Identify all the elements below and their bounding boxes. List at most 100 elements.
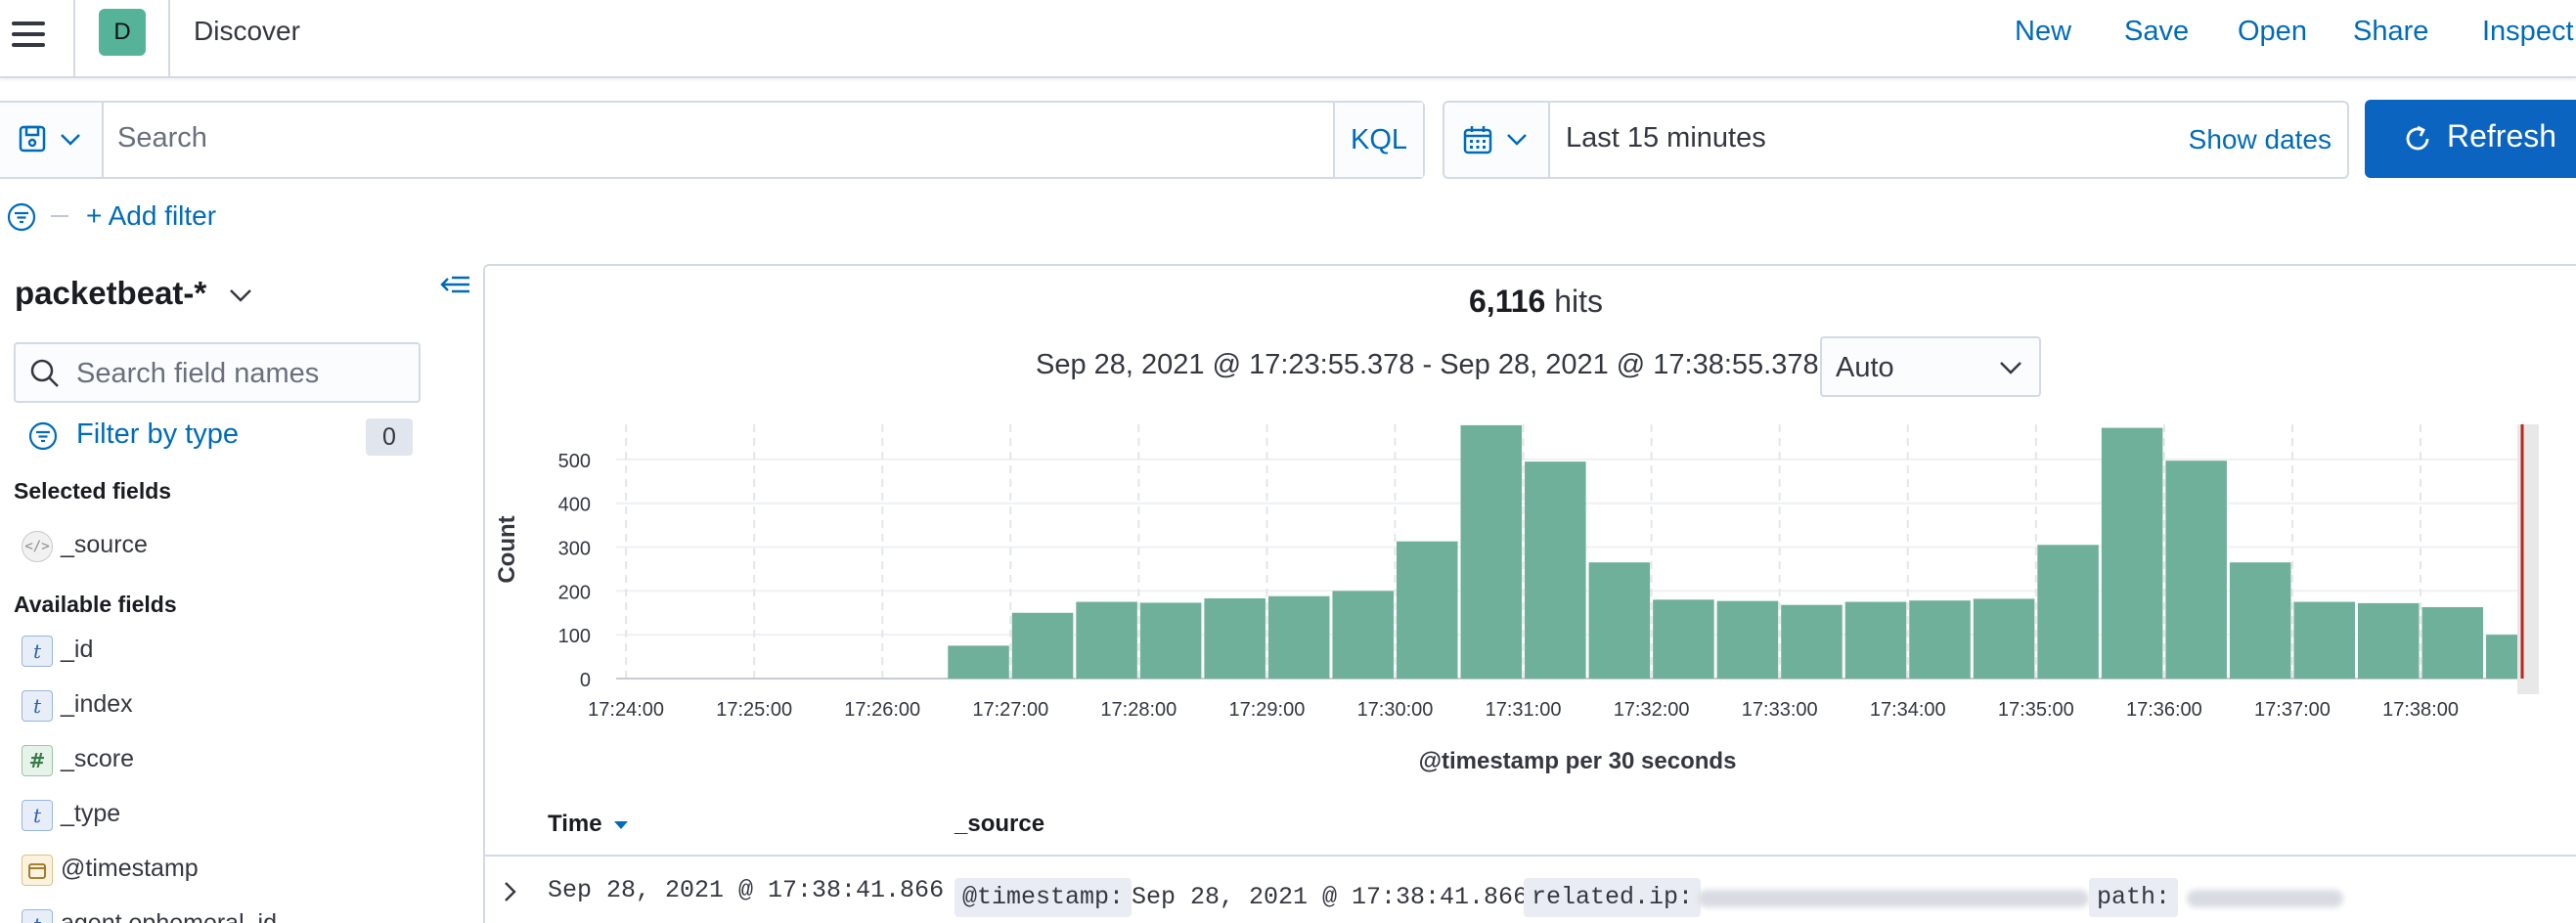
string-field-icon: t [22, 690, 53, 722]
open-button[interactable]: Open [2238, 16, 2307, 47]
filter-divider [51, 215, 68, 217]
string-field-icon: t [22, 909, 53, 923]
field-name: _type [61, 800, 121, 827]
field-name: _index [61, 690, 133, 718]
space-avatar[interactable]: D [99, 9, 146, 56]
chevron-right-icon[interactable] [501, 878, 520, 905]
search-input[interactable]: Search [117, 122, 207, 154]
menu-icon[interactable] [12, 20, 47, 49]
histogram-bar[interactable] [2101, 427, 2163, 679]
chevron-down-icon [2000, 362, 2021, 374]
new-button[interactable]: New [2015, 16, 2072, 47]
index-pattern-selector[interactable]: packetbeat-* [15, 275, 254, 312]
calendar-icon [1463, 126, 1492, 154]
filter-count-badge: 0 [366, 418, 413, 456]
x-tick-label: 17:27:00 [972, 699, 1048, 721]
histogram-bar[interactable] [1460, 424, 1523, 679]
x-tick-label: 17:28:00 [1100, 699, 1177, 721]
redacted-value [2187, 890, 2343, 907]
y-tick-label: 100 [558, 626, 591, 647]
histogram-bar[interactable] [2357, 602, 2420, 679]
x-tick-label: 17:35:00 [1998, 699, 2074, 721]
field-name: agent.ephemeral_id [61, 909, 277, 923]
histogram-bar[interactable] [1139, 602, 1202, 679]
x-tick-label: 17:32:00 [1614, 699, 1690, 721]
filter-menu-icon[interactable] [6, 201, 37, 233]
string-field-icon: t [22, 800, 53, 831]
y-tick-label: 400 [558, 495, 591, 516]
histogram-bar[interactable] [1844, 601, 1907, 679]
saved-query-button[interactable] [0, 103, 104, 177]
y-tick-label: 500 [558, 451, 591, 472]
chart-bars [948, 424, 2538, 679]
refresh-button[interactable]: Refresh [2365, 100, 2576, 178]
x-tick-label: 17:25:00 [716, 699, 792, 721]
x-tick-label: 17:36:00 [2126, 699, 2202, 721]
row-time-cell: Sep 28, 2021 @ 17:38:41.866 [548, 876, 945, 904]
time-range-value[interactable]: Last 15 minutes [1566, 122, 1766, 154]
interval-select[interactable]: Auto [1820, 336, 2041, 397]
histogram-bar[interactable] [1973, 598, 2035, 679]
y-tick-label: 300 [558, 539, 591, 560]
histogram-bar[interactable] [1909, 600, 1971, 679]
histogram-bar[interactable] [1396, 541, 1458, 679]
column-header-source: _source [955, 811, 1045, 837]
chevron-down-icon [230, 289, 252, 303]
histogram-bar[interactable] [1525, 462, 1586, 679]
quick-select-button[interactable] [1444, 103, 1550, 177]
add-filter-button[interactable]: + Add filter [86, 200, 217, 231]
histogram-bar[interactable] [1076, 601, 1137, 679]
sort-down-icon[interactable] [612, 819, 630, 831]
histogram-bar[interactable] [2229, 562, 2291, 679]
histogram-bar[interactable] [2293, 601, 2355, 679]
x-tick-label: 17:29:00 [1229, 699, 1306, 721]
histogram-bar[interactable] [1267, 595, 1330, 679]
save-button[interactable]: Save [2124, 16, 2190, 47]
query-language-button[interactable]: KQL [1333, 103, 1423, 177]
histogram-bar[interactable] [1781, 604, 1843, 679]
field-search-placeholder: Search field names [76, 358, 320, 389]
table-header-divider [485, 855, 2576, 857]
share-button[interactable]: Share [2353, 16, 2429, 47]
date-range-label: Sep 28, 2021 @ 17:23:55.378 - Sep 28, 20… [1036, 349, 1819, 380]
number-field-icon: # [22, 745, 53, 776]
x-axis-label: @timestamp per 30 seconds [1419, 748, 1737, 774]
source-key: path: [2089, 878, 2179, 917]
x-tick-label: 17:34:00 [1870, 699, 1946, 721]
x-tick-label: 17:37:00 [2254, 699, 2331, 721]
histogram-bar[interactable] [1332, 591, 1394, 679]
page-title: Discover [194, 16, 300, 46]
histogram-bar[interactable] [1588, 562, 1651, 679]
search-icon [30, 359, 59, 387]
selected-fields-heading: Selected fields [14, 478, 172, 504]
field-name: _id [61, 636, 94, 663]
source-value: Sep 28, 2021 @ 17:38:41.866 [1132, 883, 1529, 911]
histogram-bar[interactable] [2421, 606, 2484, 679]
y-axis-label: Count [494, 515, 520, 583]
x-tick-label: 17:38:00 [2382, 699, 2459, 721]
show-dates-button[interactable]: Show dates [2188, 124, 2332, 154]
collapse-sidebar-icon[interactable] [438, 270, 471, 299]
field-search-input[interactable]: Search field names [14, 342, 421, 403]
chevron-down-icon [1507, 134, 1527, 146]
histogram-bar[interactable] [1204, 597, 1266, 679]
save-icon [19, 125, 46, 153]
histogram-bar[interactable] [1716, 600, 1779, 679]
column-header-time[interactable]: Time [548, 811, 630, 838]
string-field-icon: t [22, 636, 53, 667]
filter-icon [28, 421, 58, 451]
histogram-bar[interactable] [948, 645, 1009, 679]
inspect-button[interactable]: Inspect [2482, 16, 2574, 47]
y-tick-label: 200 [558, 582, 591, 603]
filter-by-type-button[interactable]: Filter by type [76, 418, 239, 450]
y-axis-ticks: 0 100 200 300 400 500 [558, 451, 591, 691]
available-fields-heading: Available fields [14, 592, 177, 617]
x-tick-label: 17:24:00 [588, 699, 664, 721]
histogram-bar[interactable] [2037, 545, 2099, 679]
histogram-bar[interactable] [1011, 612, 1074, 679]
histogram-bar[interactable] [2165, 461, 2227, 679]
histogram-bar[interactable] [1653, 599, 1714, 679]
header-divider [168, 0, 170, 78]
source-key: @timestamp: [955, 878, 1133, 917]
